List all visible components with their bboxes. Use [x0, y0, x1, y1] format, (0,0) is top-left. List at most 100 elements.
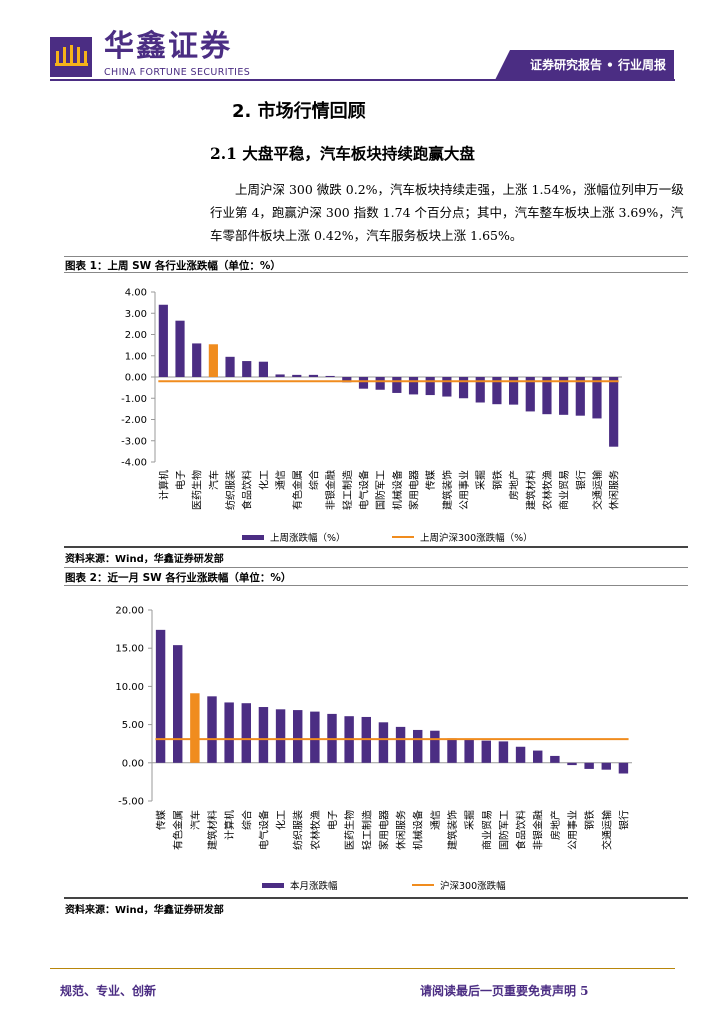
x-tick-label: 传媒	[156, 810, 168, 830]
x-tick-label: 采掘	[463, 810, 476, 830]
bar	[430, 730, 440, 763]
x-tick-label: 公用事业	[458, 470, 471, 510]
x-tick-label: 国防军工	[497, 810, 510, 850]
x-tick-label: 电气设备	[257, 810, 270, 850]
x-tick-label: 非银金融	[532, 810, 545, 850]
bar	[609, 377, 619, 447]
bar	[492, 377, 502, 405]
bar	[515, 746, 526, 763]
y-tick-label: 10.00	[115, 682, 144, 693]
y-tick-label: 1.00	[125, 351, 147, 362]
x-tick-label: 机械设备	[412, 810, 425, 850]
x-tick-label: 非银金融	[324, 470, 337, 510]
x-tick-label: 综合	[240, 810, 253, 830]
x-tick-label: 家用电器	[408, 470, 421, 510]
bar	[292, 374, 302, 377]
bar	[175, 320, 185, 377]
footer-divider	[50, 968, 675, 969]
chart-monthly: 20.00 15.00 10.00 5.00 0.00 -5.00 传媒 有色金属 汽车 建筑材料…	[115, 606, 632, 892]
bar	[155, 629, 166, 763]
x-tick-label: 纺织服装	[224, 470, 237, 510]
bar	[293, 710, 303, 763]
y-tick-label: 2.00	[125, 330, 147, 341]
y-tick-label: 0.00	[122, 758, 144, 769]
bar	[442, 377, 452, 397]
bar	[392, 377, 402, 393]
brand-name-en: CHINA FORTUNE SECURITIES	[104, 67, 251, 78]
x-tick-label: 钢铁	[583, 810, 596, 830]
x-tick-label: 有色金属	[172, 810, 185, 850]
y-tick-label: -2.00	[121, 415, 147, 426]
x-tick-label: 电子	[326, 810, 339, 830]
legend-bar-swatch	[242, 535, 264, 540]
bar	[475, 377, 485, 403]
bar	[173, 645, 183, 763]
x-tick-label: 采掘	[474, 470, 487, 490]
bar	[584, 762, 594, 769]
bar	[308, 374, 319, 377]
x-tick-label: 国防军工	[374, 470, 387, 510]
figure1-source: 资料来源：Wind，华鑫证券研发部	[65, 554, 224, 565]
bar	[225, 356, 235, 377]
x-tick-label: 休闲服务	[608, 470, 621, 510]
x-tick-label: 农林牧渔	[541, 470, 554, 510]
bar	[258, 707, 269, 763]
x-tick-label: 综合	[307, 470, 320, 490]
x-tick-label: 建筑材料	[524, 470, 537, 510]
x-tick-label: 机械设备	[391, 470, 404, 510]
x-tick-label: 化工	[257, 470, 270, 490]
legend-bar-swatch	[262, 883, 284, 888]
y-tick-label: 3.00	[125, 309, 147, 320]
figure1-title-rule	[64, 272, 688, 273]
bar	[618, 762, 629, 774]
x-tick-label: 公用事业	[566, 810, 579, 850]
section-title: 2. 市场行情回顾	[232, 101, 366, 122]
bar	[395, 726, 406, 763]
y-tick-label: 4.00	[125, 288, 147, 299]
x-tick-label: 计算机	[223, 810, 236, 840]
y-tick-label: -1.00	[121, 394, 147, 405]
figure2-title: 图表 2：近一月 SW 各行业涨跌幅（单位：%）	[65, 572, 292, 584]
bar	[509, 377, 519, 405]
x-tick-label: 电气设备	[357, 470, 370, 510]
bar	[325, 375, 335, 377]
x-tick-label: 纺织服装	[292, 810, 305, 850]
footer-slogan: 规范、专业、创新	[60, 984, 157, 998]
x-tick-label: 传媒	[425, 470, 437, 490]
x-tick-label: 建筑材料	[206, 810, 219, 850]
bar	[192, 343, 202, 377]
x-tick-label: 休闲服务	[395, 810, 408, 850]
x-tick-label: 轻工制造	[341, 470, 354, 510]
figure1-title: 图表 1：上周 SW 各行业涨跌幅（单位：%）	[65, 260, 281, 272]
bar	[224, 702, 234, 763]
bar	[158, 304, 168, 377]
legend-line-label: 上周沪深300涨跌幅（%）	[420, 532, 533, 544]
bar	[425, 377, 435, 396]
bar	[408, 377, 419, 395]
figure1-bottom-rule	[64, 546, 688, 548]
x-tick-label: 建筑装饰	[446, 810, 459, 850]
bar	[458, 377, 469, 399]
x-tick-label: 医药生物	[343, 810, 356, 850]
report-tag-bg	[495, 50, 674, 80]
bar	[207, 696, 217, 763]
bar	[550, 755, 560, 763]
x-tick-label: 计算机	[157, 470, 170, 500]
bar	[258, 361, 268, 377]
bar	[559, 377, 569, 415]
bar	[310, 711, 320, 763]
x-tick-label: 化工	[275, 810, 288, 830]
x-tick-label: 汽车	[207, 470, 220, 490]
y-tick-label: 15.00	[115, 644, 144, 655]
brand-name-cn: 华鑫证券	[104, 29, 232, 64]
x-tick-label: 房地产	[549, 810, 562, 840]
bar	[342, 377, 352, 383]
legend-bar-label: 上周涨跌幅（%）	[270, 532, 346, 544]
x-tick-label: 电子	[174, 470, 187, 490]
bar	[190, 693, 200, 763]
logo-icon	[50, 37, 92, 77]
x-tick-label: 通信	[275, 470, 287, 490]
bar	[567, 762, 577, 766]
x-tick-label: 食品饮料	[241, 470, 254, 510]
chart-weekly: 4.00 3.00 2.00 1.00 0.00 -1.00 -2.00 -3.00 -4.00…	[121, 288, 622, 544]
